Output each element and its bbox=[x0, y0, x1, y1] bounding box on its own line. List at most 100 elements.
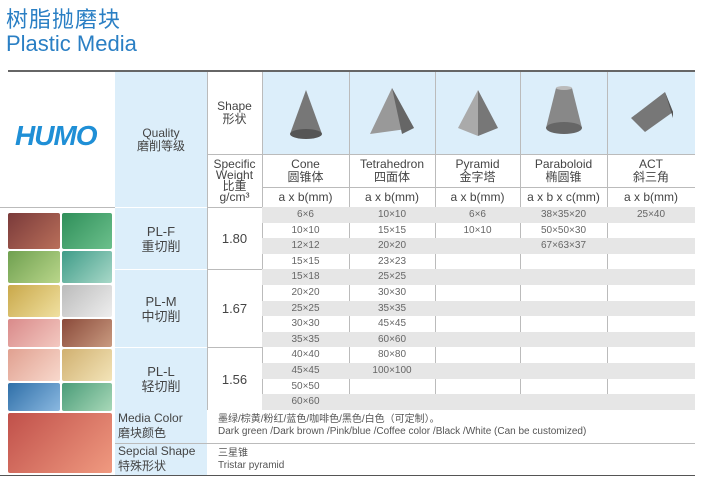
table-cell bbox=[520, 316, 607, 332]
shape-name-3: Paraboloid 椭圆锥 bbox=[520, 154, 607, 187]
shape-unit-2: a x b(mm) bbox=[450, 189, 505, 204]
grade-PL-F: PL-F 重切削 bbox=[115, 207, 207, 270]
table-cell: 45×45 bbox=[291, 365, 320, 376]
photo-pink-cone bbox=[8, 319, 60, 347]
table-cell bbox=[435, 238, 520, 254]
photo-brown-tetra bbox=[8, 213, 60, 249]
photo-green-pyramid-2 bbox=[62, 383, 112, 411]
sw-en2: Weight bbox=[215, 167, 254, 182]
table-cell: 25×40 bbox=[636, 209, 666, 220]
sw-cn: 比重 bbox=[222, 178, 247, 193]
table-cell: 15×18 bbox=[291, 271, 320, 283]
table-cell: 10×10 bbox=[463, 224, 492, 236]
media-color-label bbox=[115, 410, 207, 443]
table-cell bbox=[435, 363, 520, 379]
table-cell: 40×40 bbox=[291, 349, 320, 361]
media-color-value: 墨绿/棕黄/粉红/蓝色/咖啡色/黑色/白色（可定制）。 Dark green /D… bbox=[218, 414, 586, 438]
sw-en1: Specific bbox=[213, 156, 256, 171]
shape-en: Tetrahedron bbox=[359, 156, 425, 171]
table-cell bbox=[607, 223, 695, 239]
grade-code: PL-F bbox=[146, 223, 176, 239]
table-cell bbox=[607, 347, 695, 363]
specific-weight-value: 1.80 bbox=[207, 207, 262, 269]
shape-cn: 形状 bbox=[222, 112, 247, 126]
table-row: 6×6 10×10 6×6 38×35×20 25×40 bbox=[262, 207, 695, 223]
act-icon bbox=[631, 92, 673, 132]
divider bbox=[207, 72, 208, 410]
table-cell bbox=[520, 379, 607, 395]
shape-en: Cone bbox=[291, 156, 320, 171]
shape-en: ACT bbox=[639, 156, 663, 171]
table-cell bbox=[607, 394, 695, 410]
table-cell: 30×30 bbox=[377, 287, 407, 298]
photo-blue-cone bbox=[8, 383, 60, 411]
table-cell: 30×30 bbox=[291, 318, 320, 330]
special-shape-label-text: Sepcial Shape 特殊形状 bbox=[118, 444, 195, 474]
humo-logo: HUMO bbox=[15, 120, 98, 151]
table-row: 12×12 20×20 67×63×37 bbox=[262, 238, 695, 254]
table-row: 30×30 45×45 bbox=[262, 316, 695, 332]
photo-tristar-pyramid bbox=[8, 413, 112, 473]
table-row: 15×18 25×25 bbox=[262, 269, 695, 285]
table-cell bbox=[520, 301, 607, 317]
title-en: Plastic Media bbox=[6, 31, 137, 56]
quality-en: Quality bbox=[142, 125, 180, 140]
photo-yellow-cone bbox=[8, 285, 60, 317]
shape-unit-1: a x b(mm) bbox=[365, 189, 419, 204]
divider bbox=[262, 187, 695, 188]
table-cell: 25×25 bbox=[291, 302, 320, 314]
table-cell bbox=[435, 269, 520, 285]
table-cell: 50×50×30 bbox=[540, 224, 587, 236]
table-cell: 100×100 bbox=[372, 365, 412, 376]
table-cell: 25×25 bbox=[377, 271, 407, 283]
table-row: 45×45 100×100 bbox=[262, 363, 695, 379]
table-cell: 10×10 bbox=[291, 224, 320, 236]
shape-name-0: Cone 圆锥体 bbox=[262, 154, 349, 187]
grade-cn: 重切削 bbox=[141, 238, 181, 254]
table-cell bbox=[607, 301, 695, 317]
table-cell: 60×60 bbox=[291, 396, 320, 408]
table-cell bbox=[607, 285, 695, 301]
table-cell: 60×60 bbox=[377, 333, 407, 345]
shape-unit-0: a x b(mm) bbox=[278, 189, 333, 204]
table-cell bbox=[435, 332, 520, 348]
table-cell: 50×50 bbox=[291, 380, 320, 392]
table-cell bbox=[607, 363, 695, 379]
table-row: 25×25 35×35 bbox=[262, 300, 695, 317]
table-row: 15×15 23×23 bbox=[262, 254, 695, 270]
quality-cn: 磨削等级 bbox=[136, 138, 185, 153]
table-cell bbox=[435, 254, 520, 270]
shape-name-1: Tetrahedron 四面体 bbox=[349, 154, 435, 187]
shape-header: Shape 形状 bbox=[207, 72, 262, 154]
pyramid-icon bbox=[457, 90, 498, 136]
shape-name-4: ACT 斜三角 bbox=[607, 154, 695, 187]
table-cell bbox=[520, 347, 607, 363]
photo-brown-cone bbox=[62, 319, 112, 347]
shape-cn: 金字塔 bbox=[459, 169, 496, 184]
table-cell bbox=[520, 285, 607, 301]
shape-en: Paraboloid bbox=[534, 156, 593, 171]
table-row: 20×20 30×30 bbox=[262, 285, 695, 301]
table-cell bbox=[607, 332, 695, 348]
table-cell bbox=[607, 269, 695, 285]
table-cell bbox=[607, 316, 695, 332]
photo-green-tetra bbox=[62, 213, 112, 249]
table-cell: 12×12 bbox=[291, 240, 320, 252]
table-cell bbox=[435, 301, 520, 317]
special-shape-cn: 特殊形状 bbox=[118, 459, 167, 473]
table-cell bbox=[349, 394, 435, 410]
table-cell: 38×35×20 bbox=[540, 209, 587, 220]
specific-weight-header: Specific Weight 比重 g/cm³ bbox=[207, 154, 262, 207]
table-cell bbox=[435, 379, 520, 395]
table-cell: 6×6 bbox=[297, 209, 314, 220]
media-color-en-value: Dark green /Dark brown /Pink/blue /Coffe… bbox=[218, 426, 587, 437]
shape-cn: 斜三角 bbox=[632, 169, 669, 184]
table-row: 10×10 15×15 10×10 50×50×30 bbox=[262, 223, 695, 239]
sw-unit: g/cm³ bbox=[219, 189, 250, 204]
tetrahedron-icon bbox=[370, 88, 414, 134]
table-cell bbox=[520, 363, 607, 379]
table-cell: 6×6 bbox=[469, 209, 486, 220]
media-color-cn: 磨块颜色 bbox=[118, 426, 167, 440]
grade-cn: 轻切削 bbox=[141, 379, 181, 395]
